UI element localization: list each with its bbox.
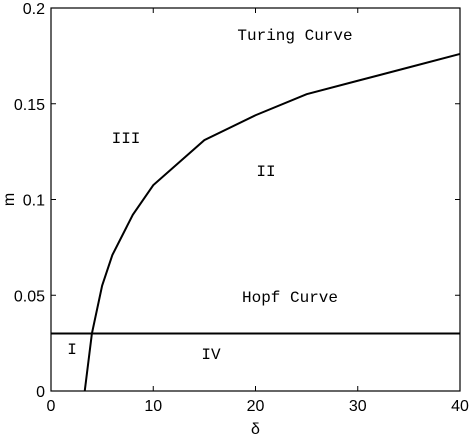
region-label: IV <box>201 346 221 364</box>
x-tick-label: 10 <box>144 398 162 415</box>
y-tick-label: 0 <box>36 384 45 401</box>
y-axis-label: m <box>1 193 18 206</box>
curve <box>83 52 461 392</box>
x-tick-label: 40 <box>451 398 469 415</box>
region-label: III <box>112 130 141 148</box>
y-tick-label: 0.15 <box>14 97 45 114</box>
x-tick-label: 0 <box>47 398 56 415</box>
region-label: II <box>256 163 275 181</box>
curve-label: Turing Curve <box>237 27 352 45</box>
x-axis-label: δ <box>251 421 260 438</box>
curve-label: Hopf Curve <box>242 289 338 307</box>
y-tick-label: 0.1 <box>23 193 45 210</box>
region-label: I <box>67 341 77 359</box>
y-tick-label: 0.2 <box>23 1 45 18</box>
y-tick-label: 0.05 <box>14 288 45 305</box>
x-tick-label: 20 <box>247 398 265 415</box>
x-tick-label: 30 <box>349 398 367 415</box>
